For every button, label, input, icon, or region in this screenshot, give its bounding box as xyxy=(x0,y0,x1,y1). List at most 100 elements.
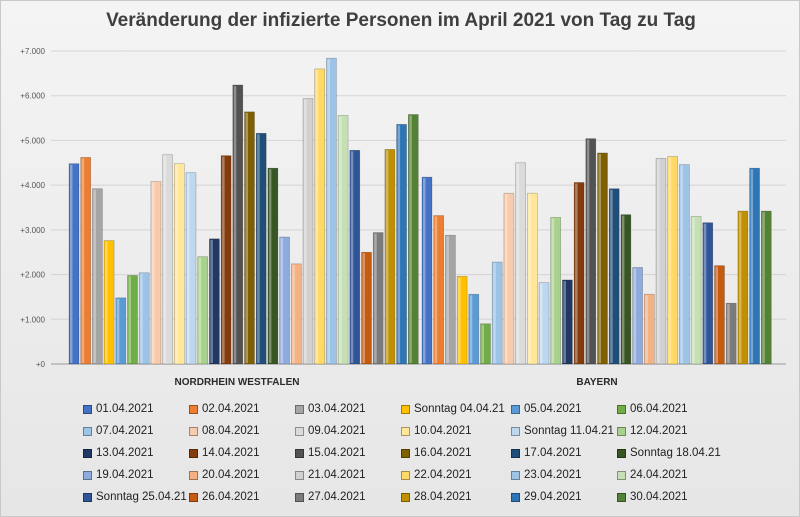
legend-item: 29.04.2021 xyxy=(511,489,582,505)
bar xyxy=(643,293,655,365)
bar-body xyxy=(608,188,620,365)
legend-swatch xyxy=(189,426,198,436)
bar xyxy=(314,68,326,365)
bar xyxy=(68,163,80,365)
bar-body xyxy=(643,293,655,365)
bar xyxy=(209,238,220,365)
legend-swatch xyxy=(617,492,626,502)
bar-body xyxy=(255,132,267,365)
legend-label: Sonntag 18.04.21 xyxy=(630,447,721,459)
bar-highlight xyxy=(280,238,284,363)
legend-swatch xyxy=(511,448,520,458)
bar-body xyxy=(456,276,468,365)
bar-body xyxy=(632,267,643,365)
legend-label: 19.04.2021 xyxy=(96,469,154,481)
bar-body xyxy=(550,217,562,365)
bar xyxy=(421,176,433,365)
bar xyxy=(244,111,255,365)
bar-body xyxy=(150,181,162,365)
legend-item: 30.04.2021 xyxy=(617,489,688,505)
legend-label: 30.04.2021 xyxy=(630,491,688,503)
legend-swatch xyxy=(401,492,410,502)
bar-body xyxy=(679,164,690,365)
bar-highlight xyxy=(140,273,143,363)
bar-body xyxy=(326,57,337,365)
legend-label: 28.04.2021 xyxy=(414,491,472,503)
bar-highlight xyxy=(657,159,660,363)
legend-label: 14.04.2021 xyxy=(202,447,260,459)
bar-highlight xyxy=(528,194,531,363)
legend-label: 23.04.2021 xyxy=(524,469,582,481)
legend-item: 07.04.2021 xyxy=(83,423,154,439)
legend-swatch xyxy=(401,404,410,414)
bar-highlight xyxy=(374,233,377,363)
bar xyxy=(620,214,632,365)
bar-body xyxy=(267,167,279,365)
bar-body xyxy=(244,111,255,365)
bar xyxy=(456,276,468,365)
bar-body xyxy=(302,98,314,365)
y-tick-label: +0 xyxy=(36,360,46,369)
bar-body xyxy=(138,272,150,365)
bar xyxy=(384,149,396,365)
bar-highlight xyxy=(151,182,155,363)
bar-body xyxy=(445,234,456,365)
legend-label: 15.04.2021 xyxy=(308,447,366,459)
bar-highlight xyxy=(645,295,648,363)
legend-swatch xyxy=(511,426,520,436)
bar xyxy=(608,188,620,365)
bar xyxy=(667,156,679,365)
bar xyxy=(597,152,608,365)
bar-body xyxy=(433,215,445,365)
bar-body xyxy=(749,167,760,365)
bar-highlight xyxy=(575,183,578,363)
bar-body xyxy=(667,156,679,365)
legend-swatch xyxy=(295,470,304,480)
bar xyxy=(80,157,91,365)
chart-title: Veränderung der infizierte Personen im A… xyxy=(106,10,696,31)
bar xyxy=(702,222,714,365)
bar-body xyxy=(80,157,91,365)
bar-highlight xyxy=(458,277,461,363)
legend-label: 02.04.2021 xyxy=(202,403,260,415)
bar-body xyxy=(491,261,503,365)
y-tick-label: +1.000 xyxy=(20,315,45,324)
bar-highlight xyxy=(198,257,202,363)
bar-highlight xyxy=(245,112,248,363)
bar-body xyxy=(760,210,772,365)
legend-label: 06.04.2021 xyxy=(630,403,688,415)
bar-highlight xyxy=(692,217,695,363)
bar-body xyxy=(597,152,608,365)
legend-label: 12.04.2021 xyxy=(630,425,688,437)
legend-swatch xyxy=(83,448,92,458)
bar xyxy=(562,279,573,365)
legend-label: 22.04.2021 xyxy=(414,469,472,481)
legend-label: 10.04.2021 xyxy=(414,425,472,437)
bar-body xyxy=(655,158,667,365)
category-label: NORDRHEIN WESTFALEN xyxy=(175,377,300,388)
legend-label: Sonntag 25.04.21 xyxy=(96,491,187,503)
bar xyxy=(655,158,667,365)
bar xyxy=(585,138,597,365)
bar-body xyxy=(538,282,550,365)
bar-highlight xyxy=(339,116,342,363)
bar-body xyxy=(690,216,702,365)
legend-label: Sonntag 04.04.21 xyxy=(414,403,505,415)
bar-body xyxy=(162,154,173,365)
legend-swatch xyxy=(617,470,626,480)
legend-item: 20.04.2021 xyxy=(189,467,260,483)
legend-swatch xyxy=(189,448,198,458)
bar-highlight xyxy=(586,139,590,363)
bar xyxy=(468,293,480,365)
bar-highlight xyxy=(409,115,412,363)
legend-swatch xyxy=(511,492,520,502)
legend-label: 08.04.2021 xyxy=(202,425,260,437)
bar-highlight xyxy=(762,212,765,363)
bar-highlight xyxy=(551,218,555,363)
bar-body xyxy=(209,238,220,365)
legend-swatch xyxy=(617,426,626,436)
bar-body xyxy=(421,176,433,365)
bar xyxy=(526,192,538,365)
bar-highlight xyxy=(175,164,178,363)
bar xyxy=(760,210,772,365)
